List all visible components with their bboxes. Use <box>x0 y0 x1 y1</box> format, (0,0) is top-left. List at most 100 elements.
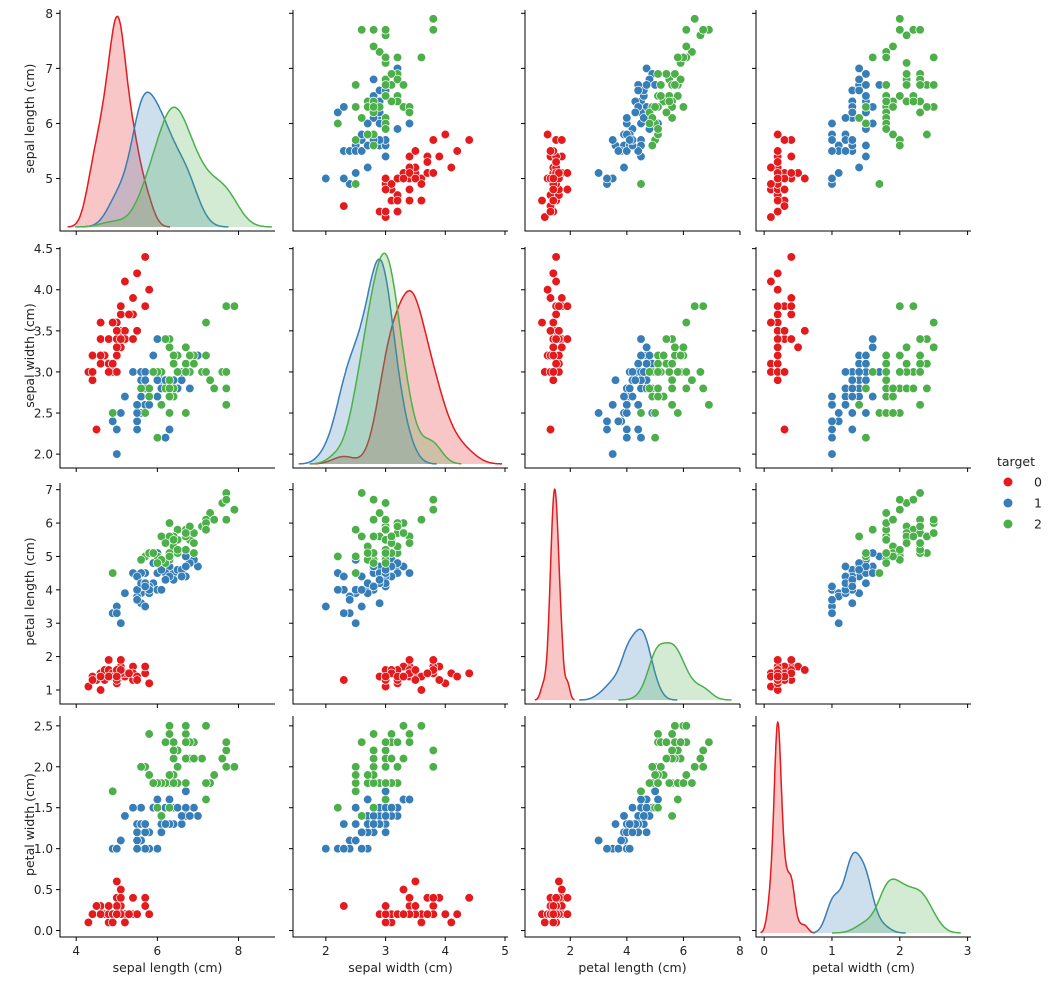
data-point <box>368 102 379 112</box>
data-point <box>156 585 167 595</box>
data-point <box>160 538 171 548</box>
data-point <box>562 184 573 195</box>
data-point <box>641 359 652 369</box>
x-axis-label-sepal-length-cm: sepal length (cm) <box>113 960 223 975</box>
data-point <box>779 367 790 377</box>
data-point <box>428 762 438 772</box>
data-point <box>351 803 361 813</box>
data-point <box>168 535 179 545</box>
kde-fill-0 <box>760 722 816 933</box>
data-point <box>95 685 106 695</box>
data-point <box>351 778 361 788</box>
data-point <box>766 317 776 328</box>
data-point <box>602 416 612 426</box>
data-point <box>630 375 640 385</box>
data-point <box>868 52 878 63</box>
data-point <box>847 424 857 435</box>
kde-fill-1 <box>82 92 229 227</box>
data-point <box>380 762 391 772</box>
data-point <box>368 25 379 35</box>
y-tick-label: 8 <box>45 7 53 21</box>
data-point <box>152 375 163 385</box>
data-point <box>667 729 677 739</box>
data-point <box>380 25 391 35</box>
data-point <box>140 367 150 377</box>
data-point <box>386 729 397 739</box>
data-point <box>357 601 367 612</box>
data-point <box>181 342 191 352</box>
data-point <box>681 721 691 731</box>
data-point <box>380 525 391 535</box>
data-point <box>667 811 677 821</box>
data-point <box>704 737 714 747</box>
panel-petal-length-cm-vs-petal-length-cm <box>521 483 741 708</box>
data-point <box>861 69 871 79</box>
data-point <box>124 668 134 678</box>
data-point <box>398 721 409 731</box>
data-point <box>428 495 438 505</box>
data-point <box>613 146 624 156</box>
data-point <box>840 400 851 410</box>
data-point <box>915 334 925 344</box>
data-point <box>834 408 844 418</box>
data-point <box>351 770 361 780</box>
data-point <box>333 107 343 118</box>
data-point <box>374 598 385 608</box>
data-point <box>766 212 776 222</box>
data-point <box>398 884 409 895</box>
data-point <box>128 293 138 303</box>
data-point <box>398 528 409 538</box>
data-point <box>656 91 666 101</box>
data-point <box>644 383 655 394</box>
data-point <box>915 521 925 532</box>
data-point <box>827 424 837 435</box>
data-point <box>209 770 219 780</box>
kde-fill-2 <box>75 107 272 227</box>
data-point <box>108 786 118 796</box>
data-point <box>363 162 373 173</box>
data-point <box>333 118 343 129</box>
data-point <box>773 359 783 369</box>
data-point <box>786 168 796 178</box>
data-point <box>177 811 187 821</box>
data-point <box>888 391 898 402</box>
data-point <box>112 844 122 854</box>
data-point <box>386 179 397 189</box>
data-point <box>653 729 663 739</box>
kde-fill-1 <box>812 852 906 933</box>
data-point <box>881 52 891 63</box>
data-point <box>619 391 629 402</box>
data-point <box>185 811 195 821</box>
data-point <box>368 495 379 505</box>
data-point <box>633 359 643 369</box>
data-point <box>551 157 561 167</box>
x-tick-label: 2 <box>566 944 574 958</box>
data-point <box>667 375 677 385</box>
data-point <box>868 334 878 344</box>
y-tick-label: 2.0 <box>34 448 53 462</box>
data-point <box>895 495 905 505</box>
data-point <box>464 893 474 903</box>
data-point <box>434 675 444 685</box>
panel-petal-width-cm-vs-petal-length-cm: 2 4 6 8 <box>521 716 744 958</box>
data-point <box>156 400 167 410</box>
y-tick-label: 1.5 <box>34 801 53 815</box>
y-tick-label: 4.5 <box>34 242 53 256</box>
data-point <box>136 803 146 813</box>
data-point <box>368 819 379 829</box>
data-point <box>773 146 783 156</box>
data-point <box>351 102 361 112</box>
data-point <box>144 729 154 739</box>
data-point <box>136 383 146 394</box>
data-point <box>201 350 211 361</box>
data-point <box>641 827 652 837</box>
data-point <box>861 102 871 112</box>
data-point <box>540 212 550 222</box>
data-point <box>636 350 646 361</box>
data-point <box>627 367 638 377</box>
data-point <box>613 416 624 426</box>
data-point <box>664 96 674 107</box>
data-point <box>363 794 373 805</box>
data-point <box>464 135 474 145</box>
data-point <box>773 375 783 385</box>
